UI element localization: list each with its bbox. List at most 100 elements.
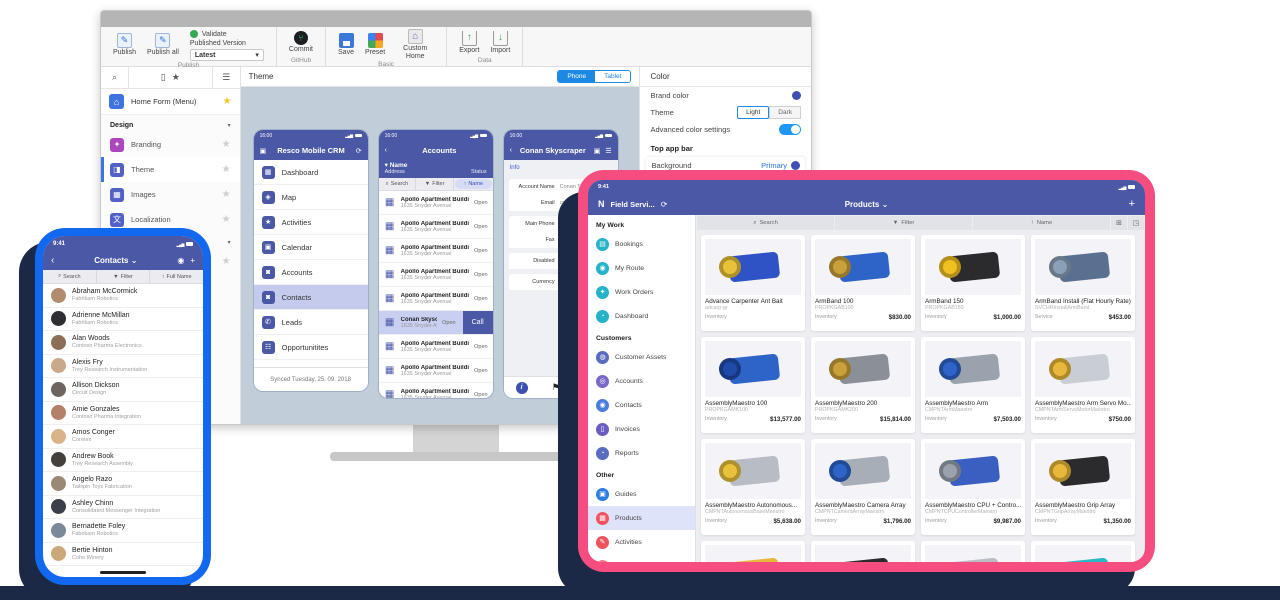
dark-button[interactable]: Dark bbox=[769, 106, 801, 119]
sort-button[interactable]: ↑ Name bbox=[454, 179, 492, 189]
menu-icon[interactable]: ☰ bbox=[605, 147, 612, 155]
scan-icon[interactable]: ◳ bbox=[1128, 216, 1144, 230]
contact-row[interactable]: Allison Dickson Circuit Design bbox=[43, 378, 203, 402]
star-filter-icon[interactable]: ★ bbox=[171, 72, 180, 82]
menu-item[interactable]: ◙ Accounts bbox=[253, 260, 368, 285]
advanced-settings-toggle[interactable] bbox=[779, 124, 801, 135]
save-button[interactable]: Save bbox=[338, 32, 354, 57]
contact-row[interactable]: Alan Woods Contoso Pharma Electronics bbox=[43, 331, 203, 355]
contact-row[interactable]: Abraham McCormick Fabrikam Robotics bbox=[43, 284, 203, 308]
favorite-star-icon[interactable]: ★ bbox=[221, 164, 231, 175]
menu-item[interactable]: ✆ Leads bbox=[253, 310, 368, 335]
phone-filter-icon[interactable]: ▯ bbox=[160, 72, 166, 82]
account-row[interactable]: ▦ Conan Skyscraper 1635 Snyder Avenue Op… bbox=[378, 311, 493, 335]
toggle-phone[interactable]: Phone bbox=[558, 71, 596, 82]
menu-item[interactable]: ▣ Calendar bbox=[253, 235, 368, 260]
menu-item[interactable]: ◈ Map bbox=[253, 185, 368, 210]
product-card[interactable]: ArmBand 150 PROPKGAB150 Inventory $1,000… bbox=[921, 235, 1025, 331]
sidebar-row[interactable]: Guides ▣ Guides bbox=[588, 482, 695, 506]
hamburger-icon[interactable]: ☰ bbox=[211, 67, 240, 88]
search-button[interactable]: ⌕ Search bbox=[379, 178, 417, 190]
product-card[interactable]: AssemblyMaestro Grip Array CMPNTGripArra… bbox=[1031, 439, 1135, 535]
sidebar-row[interactable]: Branding ▾ ✦ Branding ★ bbox=[101, 132, 240, 157]
product-card[interactable]: AssemblyMaestro CPU + Contro... CMPNTCPU… bbox=[921, 439, 1025, 535]
favorite-star-icon[interactable]: ★ bbox=[221, 214, 231, 225]
info-icon[interactable]: i bbox=[515, 381, 528, 394]
sidebar-row[interactable]: Bookings ▤ Bookings bbox=[588, 232, 695, 256]
preset-button[interactable]: Preset bbox=[365, 32, 385, 57]
menu-item[interactable]: ☷ Opportunitites bbox=[253, 335, 368, 360]
sidebar-row[interactable]: Design ▾ Design ★ bbox=[101, 115, 240, 132]
account-row[interactable]: ▦ Apollo Apartment Building 1635 Snyder … bbox=[378, 215, 493, 239]
product-card[interactable]: AssemblyMaestro Arm CMPNTArmMaestro Inve… bbox=[921, 337, 1025, 433]
product-card[interactable]: AssemblyMaestro 100 PROPKGAMK100 Invento… bbox=[701, 337, 805, 433]
sort-button[interactable]: ↑ Full Name bbox=[161, 273, 192, 280]
product-card[interactable] bbox=[921, 541, 1025, 562]
sidebar-row[interactable]: Scan Customer Asset ▥ Scan Customer Asse… bbox=[588, 554, 695, 562]
favorite-star-icon[interactable]: ★ bbox=[222, 96, 232, 107]
sidebar-row[interactable]: Images ▾ ▦ Images ★ bbox=[101, 182, 240, 207]
product-card[interactable]: Advance Carpenter Ant Bait adcarp-gr Inv… bbox=[701, 235, 805, 331]
validate-status[interactable]: Validate bbox=[189, 30, 264, 38]
sidebar-row[interactable]: Contacts ◉ Contacts bbox=[588, 393, 695, 417]
export-button[interactable]: ↑ Export bbox=[459, 30, 479, 55]
light-button[interactable]: Light bbox=[737, 106, 770, 119]
save-icon[interactable]: ▣ bbox=[593, 147, 601, 155]
toggle-tablet[interactable]: Tablet bbox=[595, 71, 631, 82]
product-card[interactable] bbox=[1031, 541, 1135, 562]
map-icon[interactable]: ⚑ bbox=[551, 382, 560, 392]
contact-row[interactable]: Amos Conger Coretex bbox=[43, 425, 203, 449]
location-icon[interactable]: ◉ bbox=[177, 255, 185, 265]
contact-row[interactable]: Bernadette Foley Fabrikam Robotics bbox=[43, 519, 203, 543]
grid-view-icon[interactable]: ⊞ bbox=[1111, 216, 1127, 230]
product-card[interactable]: AssemblyMaestro 200 PROPKGAMK200 Invento… bbox=[811, 337, 915, 433]
back-icon[interactable]: ‹ bbox=[509, 147, 512, 154]
commit-button[interactable]: ⑂ Commit bbox=[289, 31, 313, 54]
sidebar-row[interactable]: My Work My Work bbox=[588, 215, 695, 232]
product-card[interactable]: AssemblyMaestro Camera Array CMPNTCamera… bbox=[811, 439, 915, 535]
sidebar-row[interactable]: Dashboard ◔ Dashboard bbox=[588, 304, 695, 328]
publish-button[interactable]: ✎ Publish bbox=[113, 33, 136, 57]
add-product-button[interactable]: + bbox=[1128, 198, 1135, 210]
product-card[interactable]: AssemblyMaestro Arm Servo Mo... CMPNTArm… bbox=[1031, 337, 1135, 433]
background-row[interactable]: Background Primary bbox=[646, 157, 805, 173]
sync-icon[interactable]: ⟳ bbox=[660, 199, 668, 209]
account-row[interactable]: ▦ Apollo Apartment Building 1635 Snyder … bbox=[378, 287, 493, 311]
contact-row[interactable]: Alexis Fry Trey Research Instrumentation bbox=[43, 355, 203, 378]
contact-row[interactable]: Angelo Razo Tailspin Toys Fabrication bbox=[43, 472, 203, 496]
product-card[interactable]: AssemblyMaestro Autonomous... CMPNTAuton… bbox=[701, 439, 805, 535]
account-row[interactable]: ▦ Apollo Apartment Building 1635 Snyder … bbox=[378, 263, 493, 287]
search-button[interactable]: ⌕ Search bbox=[697, 216, 834, 230]
menu-item[interactable]: ▦ Dashboard bbox=[253, 160, 368, 185]
contact-row[interactable]: Andrew Book Trey Research Assembly bbox=[43, 449, 203, 472]
account-row[interactable]: ▦ Apollo Apartment Building 1635 Snyder … bbox=[379, 383, 493, 399]
product-card[interactable] bbox=[701, 541, 805, 562]
sidebar-row[interactable]: My Route ◉ My Route bbox=[588, 256, 695, 280]
sidebar-row[interactable]: Other Other bbox=[588, 465, 695, 482]
add-contact-button[interactable]: + bbox=[190, 255, 195, 265]
search-icon[interactable]: ⌕ bbox=[101, 67, 129, 88]
product-card[interactable]: ArmBand Install (Flat Hourly Rate) SVCHR… bbox=[1031, 235, 1135, 331]
page-title[interactable]: Products ⌄ bbox=[844, 199, 889, 209]
account-row[interactable]: ▦ Apollo Apartment Building 1635 Snyder … bbox=[378, 239, 493, 263]
background-swatch[interactable] bbox=[791, 160, 800, 170]
app-title[interactable]: Field Servi... bbox=[610, 199, 655, 209]
call-button[interactable]: Call bbox=[462, 311, 493, 334]
favorite-star-icon[interactable]: ★ bbox=[221, 189, 231, 200]
filter-button[interactable]: ▼ Filter bbox=[97, 270, 151, 283]
sort-field[interactable]: Name bbox=[389, 162, 408, 169]
back-icon[interactable]: ‹ bbox=[384, 147, 387, 154]
brand-color-swatch[interactable] bbox=[792, 91, 801, 100]
sync-icon[interactable]: ⟳ bbox=[355, 147, 362, 155]
sidebar-row[interactable]: Customer Assets ◍ Customer Assets bbox=[588, 345, 695, 369]
import-button[interactable]: ↓ Import bbox=[490, 30, 510, 55]
menu-item[interactable]: ★ Activities bbox=[253, 210, 368, 235]
filter-button[interactable]: ▼ Filter bbox=[835, 216, 972, 230]
version-select[interactable]: Latest ▾ bbox=[189, 49, 264, 61]
account-row[interactable]: ▦ Apollo Apartment Building 1635 Snyder … bbox=[378, 191, 493, 215]
sidebar-row[interactable]: Reports ◔ Reports bbox=[588, 441, 695, 465]
menu-item[interactable]: ◙ Contacts bbox=[253, 285, 368, 310]
favorite-star-icon[interactable]: ★ bbox=[221, 256, 231, 267]
sidebar-item-home-form[interactable]: ⌂ Home Form (Menu) ★ bbox=[101, 89, 240, 115]
sidebar-row[interactable]: Localization ▾ 文 Localization ★ bbox=[101, 207, 240, 232]
